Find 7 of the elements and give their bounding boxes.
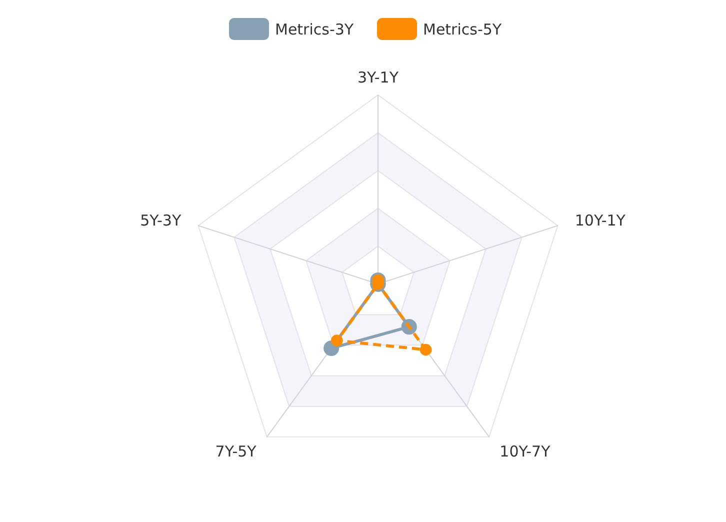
spoke-label: 7Y-5Y [215, 442, 258, 461]
legend-label: Metrics-3Y [275, 20, 354, 38]
spoke-label: 10Y-7Y [500, 442, 552, 461]
spoke-label: 3Y-1Y [357, 68, 400, 86]
spoke-label: 5Y-3Y [140, 211, 182, 230]
spoke-label: 10Y-1Y [574, 211, 626, 230]
legend-label: Metrics-5Y [423, 20, 502, 38]
